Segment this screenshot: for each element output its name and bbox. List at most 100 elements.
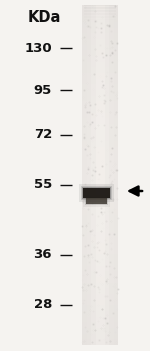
Bar	[109, 147, 114, 152]
Bar	[87, 164, 91, 169]
Bar	[109, 90, 114, 96]
Bar	[100, 164, 105, 169]
Bar	[109, 328, 114, 334]
Bar	[105, 113, 109, 118]
Bar	[100, 237, 105, 243]
Bar	[114, 203, 118, 209]
Bar	[96, 90, 100, 96]
Bar	[105, 101, 109, 107]
Bar	[109, 186, 114, 192]
Bar	[82, 209, 87, 215]
Bar	[91, 175, 96, 181]
Bar	[82, 45, 87, 50]
Bar	[96, 220, 100, 226]
Bar	[109, 28, 114, 33]
Bar	[91, 84, 96, 90]
Bar	[114, 226, 118, 232]
Bar	[105, 288, 109, 294]
Bar	[82, 215, 87, 220]
Bar	[105, 158, 109, 164]
Bar	[100, 277, 105, 283]
Bar	[84, 19, 116, 20]
Bar	[91, 22, 96, 28]
Bar	[87, 300, 91, 305]
Bar	[87, 181, 91, 186]
Bar	[91, 339, 96, 345]
Bar	[100, 283, 105, 288]
Bar	[96, 39, 100, 45]
Bar	[87, 322, 91, 328]
Bar	[105, 209, 109, 215]
Bar	[82, 67, 87, 73]
Text: 130: 130	[24, 41, 52, 54]
Bar	[114, 5, 118, 11]
Bar	[96, 73, 100, 79]
Bar	[82, 39, 87, 45]
Bar	[91, 249, 96, 254]
Bar	[100, 107, 105, 113]
Bar	[105, 141, 109, 147]
Bar	[109, 62, 114, 67]
Bar	[109, 311, 114, 317]
Bar	[96, 237, 100, 243]
Bar	[100, 50, 105, 56]
Bar	[114, 232, 118, 237]
Bar	[114, 305, 118, 311]
Bar	[82, 169, 87, 175]
Bar	[100, 254, 105, 260]
Bar	[109, 141, 114, 147]
Bar	[100, 135, 105, 141]
Bar	[91, 107, 96, 113]
Bar	[82, 283, 87, 288]
Bar	[105, 169, 109, 175]
Bar	[105, 317, 109, 322]
Bar	[87, 22, 91, 28]
Bar	[114, 288, 118, 294]
Bar	[105, 192, 109, 198]
Bar	[82, 192, 87, 198]
Bar	[91, 288, 96, 294]
Bar	[82, 311, 87, 317]
Bar	[114, 96, 118, 101]
Bar	[91, 73, 96, 79]
Bar	[91, 186, 96, 192]
Bar	[105, 62, 109, 67]
Bar	[91, 16, 96, 22]
Bar	[100, 334, 105, 339]
Bar	[96, 203, 100, 209]
Bar	[87, 254, 91, 260]
Bar	[114, 266, 118, 271]
Bar	[96, 186, 100, 192]
Bar	[96, 249, 100, 254]
Bar	[96, 62, 100, 67]
Bar	[82, 339, 87, 345]
Bar	[114, 113, 118, 118]
Bar	[84, 14, 116, 15]
Bar	[100, 45, 105, 50]
Bar	[87, 237, 91, 243]
Bar	[105, 181, 109, 186]
Bar	[91, 169, 96, 175]
Bar	[84, 13, 116, 14]
Bar	[100, 198, 105, 203]
Bar	[105, 84, 109, 90]
Bar	[82, 288, 87, 294]
Bar	[105, 152, 109, 158]
Bar	[82, 175, 87, 181]
Bar	[87, 186, 91, 192]
Bar	[114, 118, 118, 124]
Bar	[109, 135, 114, 141]
Bar	[100, 339, 105, 345]
Bar	[96, 16, 100, 22]
Bar	[91, 28, 96, 33]
Bar	[82, 124, 87, 130]
Bar	[96, 317, 100, 322]
Bar	[91, 300, 96, 305]
Bar	[87, 84, 91, 90]
Bar	[82, 5, 87, 11]
Bar	[96, 169, 100, 175]
Bar	[100, 243, 105, 249]
Bar	[100, 79, 105, 84]
Bar	[87, 271, 91, 277]
Bar	[109, 22, 114, 28]
